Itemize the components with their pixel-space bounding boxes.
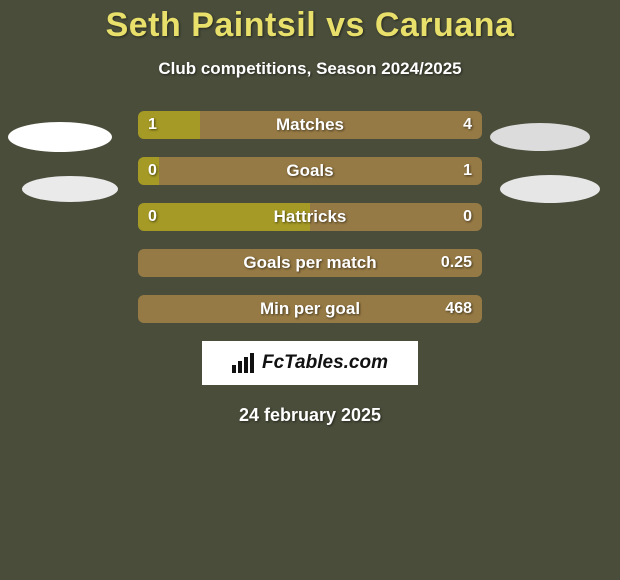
stat-value-right: 4 xyxy=(463,111,472,139)
stat-value-left: 0 xyxy=(148,203,157,231)
stat-value-left: 0 xyxy=(148,157,157,185)
avatar-placeholder xyxy=(490,123,590,151)
brand-icon xyxy=(232,353,256,373)
stat-value-right: 468 xyxy=(445,295,472,323)
avatar-placeholder xyxy=(8,122,112,152)
stat-value-left: 1 xyxy=(148,111,157,139)
stat-row: Goals0 1 xyxy=(138,157,482,185)
stat-label: Goals xyxy=(138,157,482,185)
stat-label: Hattricks xyxy=(138,203,482,231)
stat-label: Min per goal xyxy=(138,295,482,323)
avatar-placeholder xyxy=(22,176,118,202)
avatar-placeholder xyxy=(500,175,600,203)
stat-row: Min per goal468 xyxy=(138,295,482,323)
page-title: Seth Paintsil vs Caruana xyxy=(0,0,620,45)
stat-value-right: 1 xyxy=(463,157,472,185)
stats-bars: Matches14Goals01Hattricks00Goals per mat… xyxy=(138,111,482,323)
date-text: 24 february 2025 xyxy=(0,405,620,426)
stat-value-right: 0 xyxy=(463,203,472,231)
stat-row: Hattricks0 0 xyxy=(138,203,482,231)
stat-row: Goals per match0.25 xyxy=(138,249,482,277)
stat-label: Goals per match xyxy=(138,249,482,277)
brand-badge: FcTables.com xyxy=(202,341,418,385)
subtitle: Club competitions, Season 2024/2025 xyxy=(0,59,620,79)
stat-label: Matches xyxy=(138,111,482,139)
stat-row: Matches1 4 xyxy=(138,111,482,139)
brand-text: FcTables.com xyxy=(262,352,388,374)
comparison-card: Seth Paintsil vs Caruana Club competitio… xyxy=(0,0,620,426)
stat-value-right: 0.25 xyxy=(441,249,472,277)
